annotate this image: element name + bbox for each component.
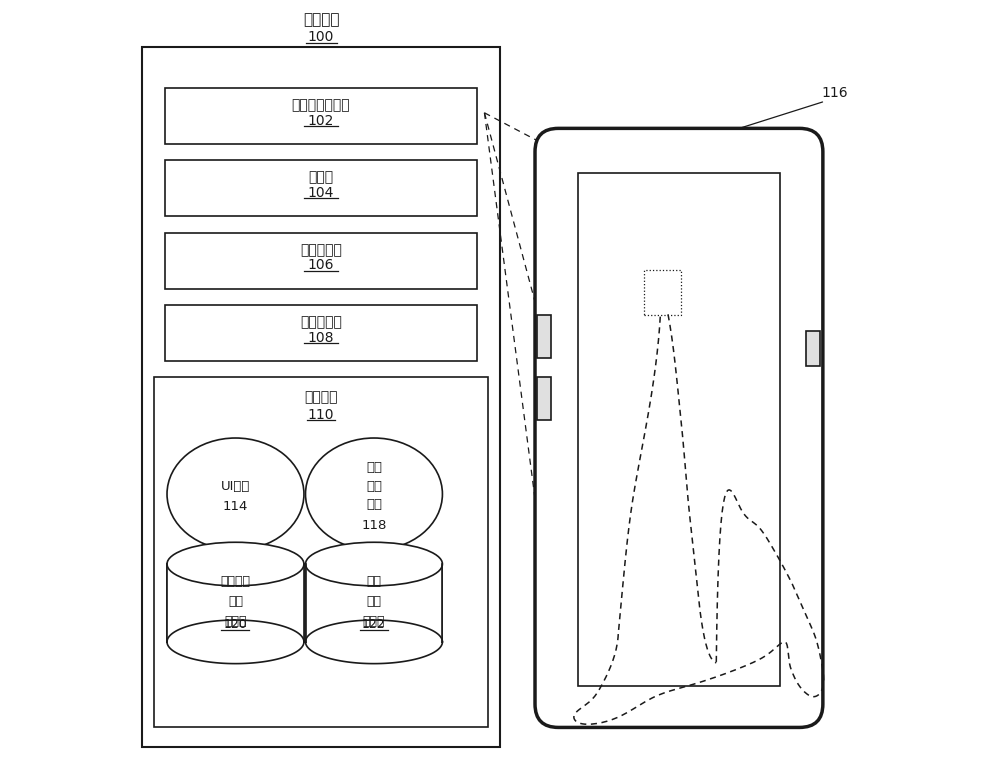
Text: 100: 100	[308, 30, 334, 44]
Text: 存在敏感显示器: 存在敏感显示器	[292, 98, 350, 112]
Text: 108: 108	[308, 331, 334, 345]
Text: 106: 106	[308, 258, 334, 272]
Text: 122: 122	[362, 619, 386, 631]
Text: 110: 110	[308, 408, 334, 422]
Text: 112: 112	[688, 231, 714, 244]
Text: 118: 118	[361, 519, 387, 531]
Text: 指纹: 指纹	[366, 461, 382, 474]
FancyBboxPatch shape	[644, 270, 681, 315]
Text: 触摸输入: 触摸输入	[220, 575, 250, 587]
Text: 计算装置: 计算装置	[303, 12, 339, 27]
FancyBboxPatch shape	[806, 331, 820, 366]
Text: 触摸传感器: 触摸传感器	[300, 243, 342, 257]
Text: 存储装置: 存储装置	[304, 390, 338, 404]
Text: 104: 104	[308, 186, 334, 200]
Bar	[306, 564, 442, 642]
Bar	[167, 564, 304, 642]
Text: 108: 108	[610, 229, 636, 241]
Text: UI模块: UI模块	[221, 480, 250, 492]
FancyBboxPatch shape	[535, 128, 823, 727]
Text: 模块: 模块	[366, 499, 382, 511]
Text: 116: 116	[821, 86, 848, 100]
Text: 指纹: 指纹	[366, 575, 381, 587]
Text: 存储库: 存储库	[224, 615, 247, 628]
Text: 114: 114	[223, 500, 248, 513]
Text: 处理器: 处理器	[308, 170, 334, 184]
Text: 数据: 数据	[228, 595, 243, 608]
Text: 登记: 登记	[366, 480, 382, 492]
Ellipse shape	[167, 542, 304, 586]
FancyBboxPatch shape	[537, 377, 551, 420]
Text: 数据: 数据	[366, 595, 381, 608]
FancyBboxPatch shape	[578, 173, 780, 686]
Text: 102: 102	[308, 114, 334, 128]
FancyBboxPatch shape	[165, 305, 477, 361]
FancyBboxPatch shape	[165, 233, 477, 289]
Ellipse shape	[306, 438, 442, 550]
Text: 120: 120	[224, 619, 247, 631]
FancyBboxPatch shape	[537, 315, 551, 358]
Text: 存储库: 存储库	[363, 615, 385, 628]
FancyBboxPatch shape	[165, 88, 477, 144]
Ellipse shape	[167, 438, 304, 550]
Text: 指纹传感器: 指纹传感器	[300, 315, 342, 329]
FancyBboxPatch shape	[142, 47, 500, 747]
FancyBboxPatch shape	[165, 160, 477, 216]
FancyBboxPatch shape	[154, 377, 488, 727]
Ellipse shape	[306, 542, 442, 586]
